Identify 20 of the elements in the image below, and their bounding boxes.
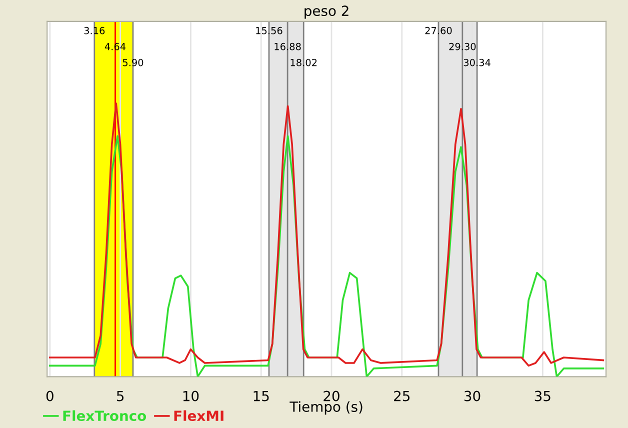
ref-line-label: 29.30 [449, 42, 476, 50]
x-axis-title: Tiempo (s) [290, 401, 362, 415]
chart-title: peso 2 [304, 6, 348, 19]
ref-line-label: 15.56 [256, 26, 282, 34]
x-tick-label: 0 [46, 390, 54, 402]
ref-line-label: 27.60 [425, 26, 452, 34]
legend-label: FlexTronco [63, 410, 146, 422]
legend-label: FlexMI [174, 410, 224, 422]
x-tick-label: 30 [464, 390, 480, 402]
x-tick-label: 10 [183, 390, 199, 402]
ref-line-label: 30.34 [464, 58, 490, 66]
x-tick-label: 35 [534, 390, 550, 402]
ref-line-label: 18.02 [290, 58, 317, 66]
ref-line-label: 3.16 [84, 26, 105, 34]
x-tick-label: 15 [254, 390, 269, 402]
x-tick-label: 5 [116, 390, 124, 402]
ref-line-label: 16.88 [274, 42, 301, 50]
ref-line-label: 5.90 [122, 58, 144, 66]
x-tick-label: 20 [324, 390, 340, 402]
x-tick-label: 25 [394, 390, 410, 402]
